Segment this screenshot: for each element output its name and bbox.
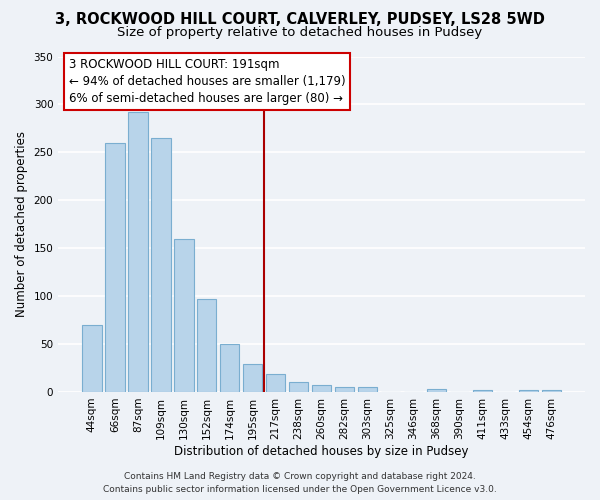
Bar [518, 390, 538, 392]
Bar [473, 390, 492, 392]
Bar [266, 374, 286, 392]
Bar [105, 143, 125, 392]
Bar [197, 299, 217, 392]
Bar [312, 385, 331, 392]
Text: 3 ROCKWOOD HILL COURT: 191sqm
← 94% of detached houses are smaller (1,179)
6% of: 3 ROCKWOOD HILL COURT: 191sqm ← 94% of d… [69, 58, 346, 105]
Bar [335, 387, 355, 392]
Bar [220, 344, 239, 392]
Bar [128, 112, 148, 392]
Bar [151, 138, 170, 392]
Text: Size of property relative to detached houses in Pudsey: Size of property relative to detached ho… [118, 26, 482, 39]
Bar [358, 387, 377, 392]
Text: 3, ROCKWOOD HILL COURT, CALVERLEY, PUDSEY, LS28 5WD: 3, ROCKWOOD HILL COURT, CALVERLEY, PUDSE… [55, 12, 545, 28]
Bar [542, 390, 561, 392]
Bar [289, 382, 308, 392]
Bar [174, 238, 194, 392]
Y-axis label: Number of detached properties: Number of detached properties [15, 131, 28, 317]
Bar [243, 364, 262, 392]
Text: Contains HM Land Registry data © Crown copyright and database right 2024.
Contai: Contains HM Land Registry data © Crown c… [103, 472, 497, 494]
Bar [82, 325, 101, 392]
Bar [427, 389, 446, 392]
X-axis label: Distribution of detached houses by size in Pudsey: Distribution of detached houses by size … [175, 444, 469, 458]
